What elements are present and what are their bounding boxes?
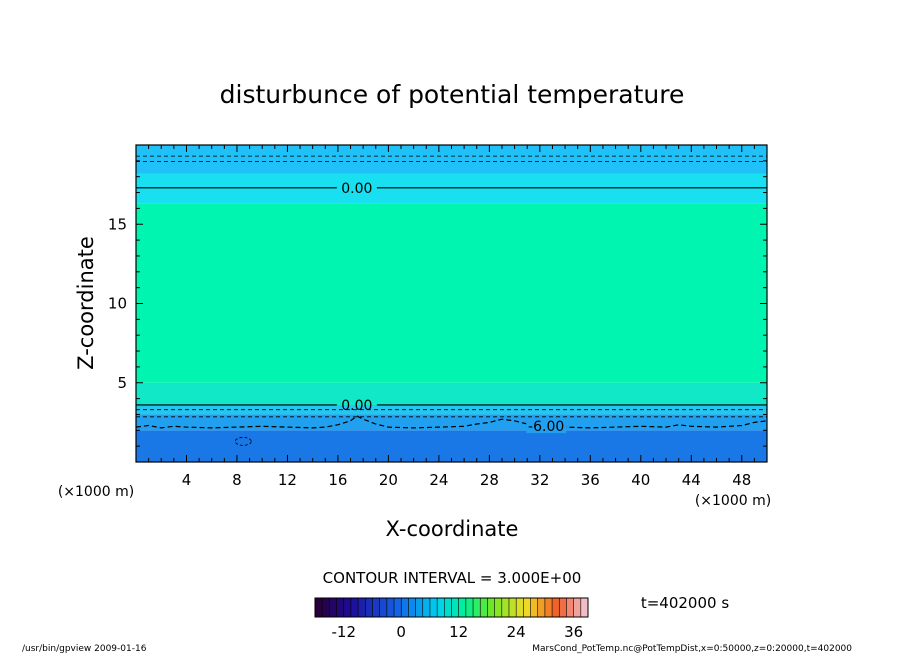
x-axis-label: X-coordinate: [386, 517, 519, 541]
colorbar-cell-33: [552, 598, 560, 617]
y-tick-label-10: 10: [108, 295, 127, 313]
y-tick-labels: 5 10 15: [108, 215, 127, 392]
y-tick-label-5: 5: [117, 374, 127, 392]
colorbar: [314, 597, 589, 618]
color-band-3: [136, 382, 767, 405]
colorbar-cell-0: [315, 598, 323, 617]
x-tick-label-40: 40: [631, 471, 650, 489]
colorbar-cell-4: [343, 598, 352, 617]
x-tick-label-4: 4: [182, 471, 192, 489]
colorbar-cell-34: [559, 598, 567, 617]
color-band-0: [136, 430, 767, 462]
x-tick-label-24: 24: [429, 471, 448, 489]
x-tick-label-12: 12: [278, 471, 297, 489]
colorbar-cell-19: [451, 598, 459, 617]
colorbar-cell-18: [444, 598, 452, 617]
colorbar-cell-28: [516, 598, 524, 617]
colorbar-cell-30: [530, 598, 539, 617]
colorbar-cell-16: [429, 598, 438, 617]
colorbar-cell-26: [501, 598, 510, 617]
x-tick-label-16: 16: [328, 471, 347, 489]
colorbar-cell-12: [401, 598, 409, 617]
colorbar-cell-7: [365, 598, 373, 617]
color-band-5: [136, 173, 767, 204]
contour-label-bg: [526, 418, 567, 434]
colorbar-cell-8: [372, 598, 380, 617]
colorbar-cell-2: [329, 598, 337, 617]
plot-fill-layer: [136, 145, 767, 462]
colorbar-cell-35: [566, 598, 574, 617]
colorbar-cell-21: [465, 598, 474, 617]
color-band-6: [136, 145, 767, 174]
colorbar-cell-37: [580, 598, 589, 617]
colorbar-cell-32: [544, 598, 553, 617]
color-band-1: [136, 414, 767, 431]
color-band-4: [136, 203, 767, 383]
axis-ticks: [136, 145, 767, 462]
colorbar-cell-1: [322, 598, 330, 617]
colorbar-tick-labels: -12 0 12 24 36: [331, 623, 583, 641]
contour-layer: 0.00 0.00 -6.00: [135, 155, 768, 446]
colorbar-cell-23: [480, 598, 488, 617]
colorbar-cell-10: [386, 598, 395, 617]
colorbar-cell-20: [458, 598, 467, 617]
colorbar-cell-27: [508, 598, 517, 617]
colorbar-cell-29: [523, 598, 531, 617]
colorbar-cell-15: [422, 598, 431, 617]
colorbar-cell-11: [394, 598, 402, 617]
colorbar-tick-label-12: 12: [449, 623, 468, 641]
footer-program: /usr/bin/gpview 2009-01-16: [22, 644, 147, 654]
chart-title: disturbunce of potential temperature: [220, 80, 685, 109]
colorbar-cell-3: [336, 598, 345, 617]
x-unit-right: (×1000 m): [695, 493, 771, 509]
contour-label-dashed: -6.00: [528, 419, 564, 435]
x-tick-label-36: 36: [581, 471, 600, 489]
colorbar-frame: [314, 597, 589, 618]
y-tick-label-15: 15: [108, 215, 127, 233]
colorbar-cell-17: [437, 598, 445, 617]
colorbar-cell-36: [573, 598, 582, 617]
x-tick-label-44: 44: [682, 471, 701, 489]
colorbar-cell-5: [350, 598, 359, 617]
colorbar-cell-14: [415, 598, 424, 617]
colorbar-cell-13: [408, 598, 416, 617]
colorbar-tick-label-36: 36: [564, 623, 583, 641]
colorbar-cell-22: [473, 598, 481, 617]
contour-line-wavy: [135, 415, 768, 429]
x-tick-label-32: 32: [530, 471, 549, 489]
y-axis-label: Z-coordinate: [74, 236, 98, 370]
colorbar-tick-label--12: -12: [331, 623, 356, 641]
contour-label-1: 0.00: [341, 398, 372, 414]
contour-label-0: 0.00: [341, 181, 372, 197]
colorbar-cell-9: [379, 598, 388, 617]
colorbar-cell-31: [537, 598, 546, 617]
x-tick-label-28: 28: [480, 471, 499, 489]
x-tick-label-48: 48: [732, 471, 751, 489]
colorbar-cell-25: [494, 598, 503, 617]
x-tick-label-8: 8: [232, 471, 242, 489]
colorbar-cell-24: [487, 598, 495, 617]
x-tick-label-20: 20: [379, 471, 398, 489]
time-label: t=402000 s: [641, 594, 729, 612]
x-tick-labels: 4 8 12 16 20 24 28 32 36 40 44 48: [182, 471, 752, 489]
x-unit-left: (×1000 m): [58, 484, 134, 500]
footer-source: MarsCond_PotTemp.nc@PotTempDist,x=0:5000…: [532, 644, 852, 654]
small-closed-contour: [234, 436, 252, 446]
colorbar-tick-label-24: 24: [507, 623, 526, 641]
colorbar-cell-6: [358, 598, 366, 617]
contour-interval-label: CONTOUR INTERVAL = 3.000E+00: [323, 569, 582, 587]
colorbar-tick-label-0: 0: [396, 623, 406, 641]
